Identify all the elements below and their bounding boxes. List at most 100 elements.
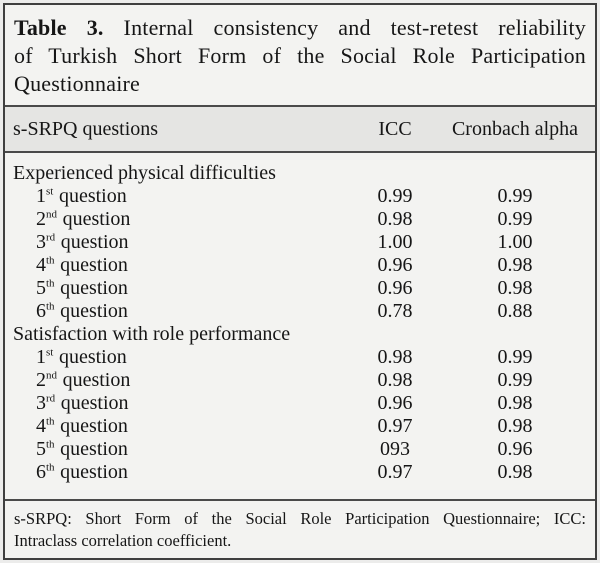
ordinal-superscript: rd [46,392,56,405]
question-number: 6 [36,461,46,483]
table-header-row: s-SRPQ questions ICC Cronbach alpha [5,105,595,153]
icc-value: 0.96 [377,254,413,276]
question-number: 3 [36,231,46,253]
question-number: 1 [36,346,46,368]
icc-value: 0.98 [377,346,413,368]
column-header-icc: ICC [378,117,412,140]
section-row: Satisfaction with role performance [5,323,595,346]
question-number: 4 [36,254,46,276]
alpha-value: 0.96 [497,438,533,460]
question-word: question [62,369,131,391]
icc-value [350,162,440,185]
question-label: 6th question [13,461,350,484]
icc-value: 0.97 [377,461,413,483]
question-label: 6th question [13,300,350,323]
icc-value: 0.97 [377,415,413,437]
question-word: question [60,392,129,414]
alpha-value: 0.98 [497,277,533,299]
table-row: 4th question 0.96 0.98 [5,254,595,277]
question-label: 2nd question [13,208,350,231]
table-body: Experienced physical difficulties 1st que… [5,153,595,499]
alpha-value: 0.88 [497,300,533,322]
table-title-text: Internal consistency and test-retest rel… [103,15,586,40]
question-word: question [60,231,129,253]
alpha-value: 0.98 [497,415,533,437]
icc-value: 0.98 [377,369,413,391]
alpha-value: 0.98 [497,254,533,276]
table-row: 5th question 093 0.96 [5,438,595,461]
section-row: Experienced physical difficulties [5,162,595,185]
ordinal-superscript: th [46,277,55,290]
question-word: question [60,300,128,322]
question-number: 5 [36,438,46,460]
footnote-line-2: Intraclass correlation coefficient. [14,531,232,550]
question-number: 3 [36,392,46,414]
question-label: 2nd question [13,369,350,392]
table-title: Table 3. Internal consistency and test-r… [5,5,595,98]
alpha-value: 0.99 [497,208,533,230]
question-label: 5th question [13,277,350,300]
icc-value: 0.98 [377,208,413,230]
alpha-value: 0.99 [497,346,533,368]
ordinal-superscript: th [46,300,55,313]
question-number: 4 [36,415,46,437]
table-row: 2nd question 0.98 0.99 [5,369,595,392]
section-name: Experienced physical difficulties [13,162,276,184]
table-title-line-1: Table 3. Internal consistency and test-r… [14,14,586,42]
alpha-value [440,323,590,346]
ordinal-superscript: st [46,185,54,198]
question-label: 3rd question [13,392,350,415]
ordinal-superscript: nd [46,208,57,221]
footnote-line-1: s-SRPQ: Short Form of the Social Role Pa… [14,509,586,528]
ordinal-superscript: th [46,438,55,451]
table-row: 3rd question 1.00 1.00 [5,231,595,254]
question-label: 3rd question [13,231,350,254]
ordinal-superscript: th [46,461,55,474]
icc-value [350,323,440,346]
table-title-line-3: Questionnaire [14,71,141,96]
question-number: 5 [36,277,46,299]
icc-value: 0.96 [377,392,413,414]
question-label: 1st question [13,346,350,369]
question-number: 1 [36,185,46,207]
question-number: 2 [36,208,46,230]
ordinal-superscript: rd [46,231,56,244]
ordinal-superscript: th [46,415,55,428]
table-row: 4th question 0.97 0.98 [5,415,595,438]
ordinal-superscript: nd [46,369,57,382]
alpha-value: 0.98 [497,392,533,414]
question-label: 1st question [13,185,350,208]
question-word: question [60,461,128,483]
table-row: 2nd question 0.98 0.99 [5,208,595,231]
icc-value: 093 [380,438,410,460]
question-word: question [58,346,127,368]
table-row: 1st question 0.99 0.99 [5,185,595,208]
question-word: question [62,208,131,230]
question-word: question [60,438,128,460]
alpha-value: 1.00 [497,231,533,253]
section-name: Satisfaction with role performance [13,323,291,345]
table-row: 1st question 0.98 0.99 [5,346,595,369]
table-row: 6th question 0.97 0.98 [5,461,595,484]
icc-value: 0.96 [377,277,413,299]
icc-value: 0.99 [377,185,413,207]
ordinal-superscript: st [46,346,54,359]
question-label: 4th question [13,254,350,277]
table-number-label: Table 3. [14,15,104,40]
column-header-questions: s-SRPQ questions [13,117,159,140]
icc-value: 1.00 [377,231,413,253]
question-word: question [60,415,128,437]
question-label: 4th question [13,415,350,438]
alpha-value [440,162,590,185]
question-word: question [60,254,128,276]
table-title-line-2: of Turkish Short Form of the Social Role… [14,43,586,68]
question-label: 5th question [13,438,350,461]
alpha-value: 0.99 [497,185,533,207]
ordinal-superscript: th [46,254,55,267]
table-footnote: s-SRPQ: Short Form of the Social Role Pa… [5,499,595,558]
table-row: 3rd question 0.96 0.98 [5,392,595,415]
question-word: question [60,277,128,299]
question-number: 2 [36,369,46,391]
question-number: 6 [36,300,46,322]
table-row: 5th question 0.96 0.98 [5,277,595,300]
